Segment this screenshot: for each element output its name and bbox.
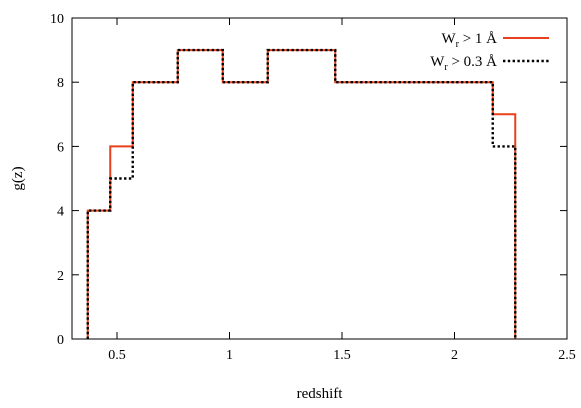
y-tick-label: 4: [57, 205, 64, 220]
axis-ticks: 0.5 1 1.5 2 2.5 0 2 4 6 8 10: [50, 12, 576, 363]
legend-label-1: Wr > 1 Å: [441, 31, 497, 50]
x-tick-label: 1: [226, 348, 233, 363]
x-axis-title: redshift: [297, 386, 344, 402]
series-1-line: [86, 49, 517, 339]
legend-label-2: Wr > 0.3 Å: [430, 54, 497, 73]
legend: Wr > 1 Å Wr > 0.3 Å: [430, 31, 549, 73]
y-tick-label: 10: [50, 12, 64, 27]
x-tick-label: 1.5: [333, 348, 351, 363]
plot-frame: [71, 17, 568, 340]
y-tick-label: 8: [57, 76, 64, 91]
x-tick-label: 0.5: [108, 348, 126, 363]
y-tick-label: 0: [57, 333, 64, 348]
x-tick-label: 2: [451, 348, 458, 363]
plot-area: [86, 48, 517, 339]
y-axis-title: g(z): [10, 166, 26, 190]
y-tick-label: 6: [57, 140, 64, 155]
x-tick-label: 2.5: [558, 348, 576, 363]
series-2-line: [86, 48, 517, 339]
y-tick-label: 2: [57, 269, 64, 284]
